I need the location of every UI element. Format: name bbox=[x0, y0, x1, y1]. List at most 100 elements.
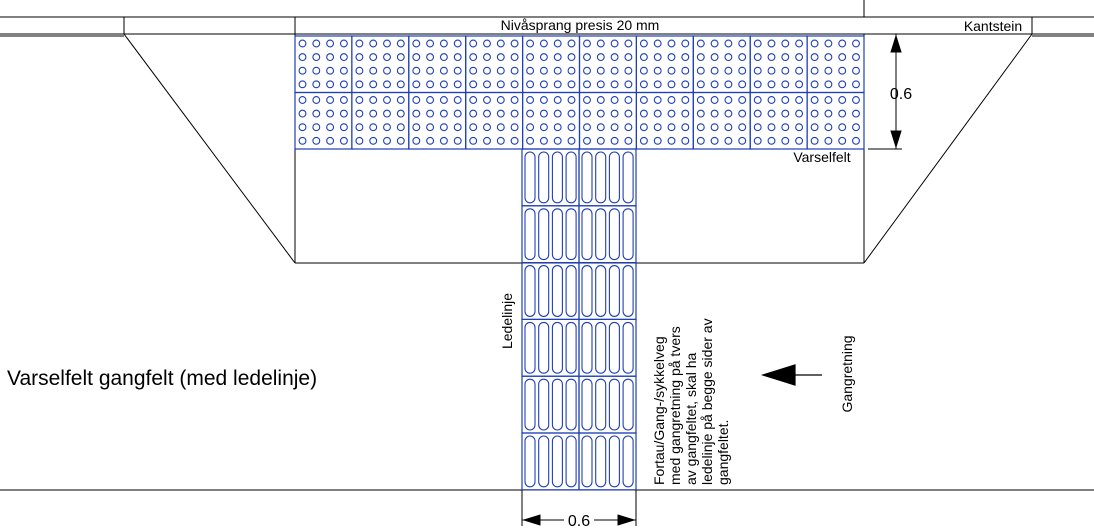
warning-tile bbox=[635, 35, 694, 94]
warning-dot bbox=[838, 136, 847, 145]
walking-direction-arrow bbox=[760, 364, 822, 386]
warning-dot bbox=[355, 66, 364, 75]
warning-dot bbox=[667, 80, 676, 89]
warning-dot bbox=[696, 96, 705, 104]
warning-dot bbox=[696, 80, 705, 89]
warning-tile bbox=[692, 91, 751, 150]
warning-dot bbox=[639, 96, 648, 104]
side-note-line-2: med gangretning på tvers bbox=[667, 326, 683, 485]
warning-dot bbox=[710, 66, 719, 75]
warning-dot bbox=[767, 136, 776, 145]
warning-dot bbox=[624, 66, 633, 75]
guide-rib bbox=[622, 265, 634, 317]
warning-dot bbox=[483, 80, 491, 89]
side-note-line-1: Fortau/Gang-/sykkelveg bbox=[651, 336, 667, 485]
warning-dot bbox=[639, 123, 648, 132]
warning-dot bbox=[583, 96, 591, 104]
warning-tile bbox=[351, 91, 410, 150]
warning-dot bbox=[426, 66, 435, 75]
warning-dot bbox=[681, 136, 690, 145]
warning-dot bbox=[483, 53, 491, 62]
warning-dot bbox=[795, 80, 804, 89]
warning-dot bbox=[339, 39, 348, 48]
warning-dot bbox=[339, 66, 348, 75]
warning-dot bbox=[526, 136, 535, 145]
side-note: Fortau/Gang-/sykkelveg med gangretning p… bbox=[651, 318, 731, 485]
warning-dot bbox=[396, 123, 405, 132]
warning-dot bbox=[583, 80, 591, 89]
warning-dot bbox=[681, 109, 690, 118]
warning-dot bbox=[583, 66, 591, 75]
warning-dot bbox=[298, 53, 307, 62]
warning-tile bbox=[806, 91, 865, 150]
guide-rib bbox=[538, 378, 550, 431]
warning-dot bbox=[553, 96, 562, 104]
guide-rib bbox=[524, 435, 536, 488]
warning-dot bbox=[724, 136, 733, 145]
depth-dimension-label: 0.6 bbox=[890, 86, 912, 103]
guide-rib bbox=[538, 265, 550, 317]
warning-tile bbox=[692, 35, 751, 94]
warning-dot bbox=[298, 80, 307, 89]
warning-dot bbox=[496, 39, 505, 48]
warning-dot bbox=[810, 136, 819, 145]
warning-dot bbox=[710, 96, 719, 104]
warning-dot bbox=[426, 39, 435, 48]
warning-dot bbox=[412, 66, 421, 75]
warning-dot bbox=[439, 39, 448, 48]
warning-dot bbox=[567, 123, 576, 132]
warning-dot bbox=[526, 80, 535, 89]
warning-dot bbox=[838, 53, 847, 62]
warning-dot bbox=[539, 39, 548, 48]
warning-dot bbox=[439, 53, 448, 62]
warning-dot bbox=[312, 53, 321, 62]
guide-rib bbox=[565, 265, 577, 317]
guide-rib bbox=[551, 378, 563, 431]
warning-dot bbox=[567, 96, 576, 104]
warning-dot bbox=[469, 136, 478, 145]
warning-dot bbox=[810, 80, 819, 89]
warning-dot bbox=[526, 96, 535, 104]
warning-dot bbox=[339, 53, 348, 62]
warning-dot bbox=[355, 136, 364, 145]
warning-dot bbox=[412, 96, 421, 104]
guide-tile bbox=[521, 262, 580, 321]
guide-rib bbox=[608, 378, 620, 431]
warning-dot bbox=[396, 96, 405, 104]
warning-dot bbox=[496, 80, 505, 89]
arrowhead-left-icon bbox=[522, 514, 541, 526]
warning-dot bbox=[681, 123, 690, 132]
warning-dot bbox=[369, 39, 378, 48]
side-note-line-5: gangfeltet. bbox=[715, 420, 731, 485]
warning-dot bbox=[639, 109, 648, 118]
warning-dot bbox=[596, 136, 605, 145]
warning-dot bbox=[810, 109, 819, 118]
guide-line-tiles bbox=[521, 148, 637, 491]
warning-dot bbox=[298, 109, 307, 118]
guide-rib bbox=[551, 151, 563, 204]
warning-dot bbox=[426, 96, 435, 104]
warning-dot bbox=[781, 39, 790, 48]
warning-dot bbox=[781, 109, 790, 118]
warning-dot bbox=[624, 39, 633, 48]
warning-dot bbox=[355, 123, 364, 132]
warning-dot bbox=[838, 109, 847, 118]
warning-dot bbox=[767, 80, 776, 89]
warning-dot bbox=[738, 53, 747, 62]
warning-dot bbox=[553, 39, 562, 48]
warning-dot bbox=[753, 109, 762, 118]
warning-dot bbox=[653, 53, 662, 62]
curb-label: Kantstein bbox=[964, 18, 1022, 34]
warning-tile bbox=[408, 91, 467, 150]
warning-dot bbox=[852, 136, 860, 145]
guide-rib bbox=[551, 265, 563, 317]
warning-dot bbox=[596, 53, 605, 62]
warning-dot bbox=[539, 123, 548, 132]
warning-tile bbox=[294, 35, 353, 94]
warning-tile bbox=[749, 91, 808, 150]
guide-rib bbox=[595, 265, 607, 317]
guide-rib bbox=[622, 208, 634, 261]
warning-dot bbox=[838, 66, 847, 75]
guide-rib bbox=[595, 151, 607, 204]
